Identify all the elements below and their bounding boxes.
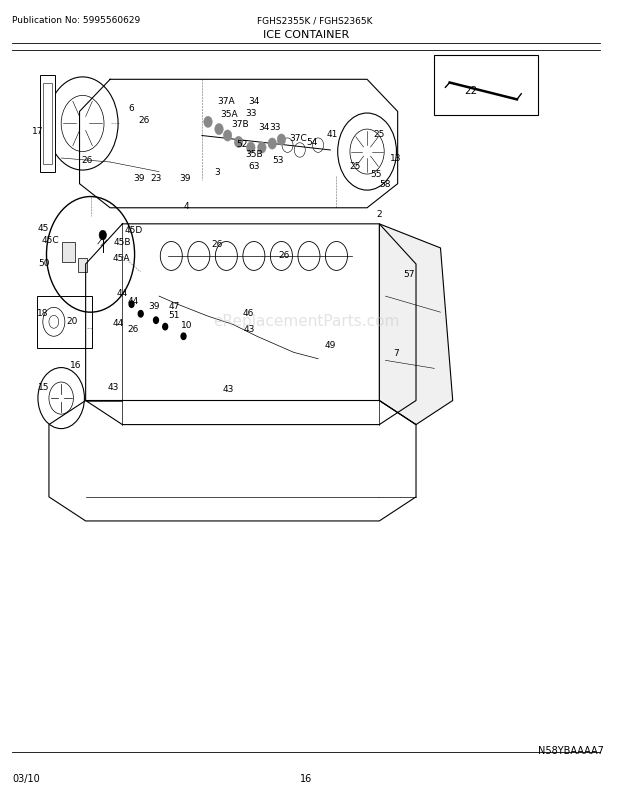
Circle shape [129,302,134,308]
FancyBboxPatch shape [43,84,52,164]
Text: 37A: 37A [218,97,235,107]
Text: 41: 41 [327,129,338,139]
Text: 58: 58 [379,180,391,189]
Text: 57: 57 [403,269,414,279]
Text: 25: 25 [374,129,385,139]
Text: 43: 43 [107,382,119,391]
Text: 33: 33 [245,108,257,118]
Text: 34: 34 [259,123,270,132]
Circle shape [99,231,107,241]
Text: 47: 47 [169,302,180,311]
Circle shape [162,324,167,330]
Text: 26: 26 [279,250,290,260]
Text: 25: 25 [349,161,360,171]
Text: 44: 44 [112,318,124,328]
Text: 6: 6 [129,103,135,113]
Text: 26: 26 [81,156,92,165]
Circle shape [138,311,143,318]
Text: 16: 16 [299,773,312,783]
Text: 39: 39 [148,302,160,311]
Text: 33: 33 [270,123,281,132]
Text: ICE CONTAINER: ICE CONTAINER [263,30,349,39]
Text: 39: 39 [134,173,145,183]
Circle shape [223,131,232,142]
Text: 3: 3 [215,168,220,177]
Text: 49: 49 [325,340,336,350]
Text: 45B: 45B [113,237,131,247]
Text: 35B: 35B [245,149,263,159]
Text: 03/10: 03/10 [12,773,40,783]
Text: 10: 10 [181,320,192,330]
Text: 18: 18 [37,308,48,318]
Text: 45C: 45C [42,236,59,245]
Text: 26: 26 [128,324,139,334]
Text: 23: 23 [150,173,162,183]
Text: 20: 20 [66,316,78,326]
Circle shape [215,124,223,136]
Text: 45D: 45D [124,225,143,235]
Text: 22: 22 [464,86,477,95]
Text: 43: 43 [223,384,234,394]
Circle shape [257,143,266,154]
Text: 63: 63 [248,161,260,171]
FancyBboxPatch shape [37,297,92,349]
FancyBboxPatch shape [78,258,87,273]
Text: 37C: 37C [290,133,308,143]
Circle shape [277,135,286,146]
Text: 17: 17 [32,127,43,136]
Text: 37B: 37B [232,119,249,129]
Text: 44: 44 [117,288,128,298]
Text: 44: 44 [128,296,139,306]
Text: 55: 55 [371,169,382,179]
Text: 2: 2 [376,209,382,219]
FancyBboxPatch shape [63,243,74,263]
Circle shape [234,137,243,148]
Text: 43: 43 [244,324,255,334]
Text: 46: 46 [242,308,254,318]
Text: 53: 53 [273,156,284,165]
Text: N58YBAAAA7: N58YBAAAA7 [538,745,604,755]
Circle shape [247,143,255,154]
Text: 52: 52 [236,140,247,149]
Text: 45: 45 [37,224,48,233]
FancyBboxPatch shape [40,76,55,172]
Text: 35A: 35A [221,110,238,119]
Circle shape [204,117,212,128]
Text: 16: 16 [69,360,81,370]
Text: 50: 50 [38,258,50,268]
Text: eReplacementParts.com: eReplacementParts.com [213,314,399,328]
Text: 45A: 45A [112,253,130,263]
Text: 13: 13 [390,153,402,163]
Text: 7: 7 [394,348,399,358]
Text: 39: 39 [179,173,190,183]
Text: 4: 4 [184,201,189,211]
Text: 15: 15 [38,382,50,391]
Text: 51: 51 [169,310,180,320]
Circle shape [268,139,277,150]
Circle shape [154,318,159,324]
FancyBboxPatch shape [435,56,538,116]
Circle shape [181,334,186,340]
Text: 26: 26 [211,240,223,249]
Text: 34: 34 [248,97,260,107]
Text: Publication No: 5995560629: Publication No: 5995560629 [12,16,141,26]
Polygon shape [379,225,453,425]
Text: FGHS2355K / FGHS2365K: FGHS2355K / FGHS2365K [257,16,373,26]
Text: 26: 26 [138,115,149,125]
Text: 54: 54 [306,138,317,148]
